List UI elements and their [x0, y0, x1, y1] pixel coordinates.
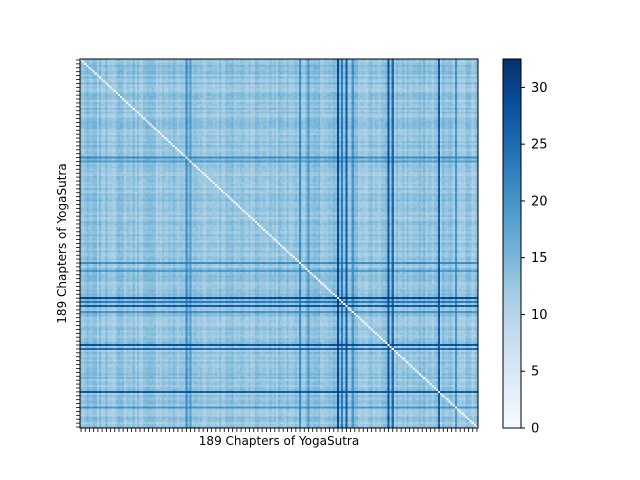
- colorbar-ticks: 0 5 10 15 20 25 30: [521, 81, 548, 437]
- colorbar-tick-label: 0: [531, 422, 539, 437]
- y-axis-label: 189 Chapters of YogaSutra: [55, 163, 69, 323]
- heatmap-matrix: [80, 59, 478, 428]
- colorbar-tick-label: 25: [531, 138, 548, 153]
- colorbar-tick-label: 5: [531, 365, 539, 380]
- colorbar-tick-label: 30: [531, 81, 548, 96]
- colorbar-tick-label: 15: [531, 251, 548, 266]
- y-axis-ticks: [76, 59, 80, 428]
- heatmap-plot-area: [76, 58, 479, 432]
- colorbar-tick-label: 20: [531, 194, 548, 209]
- x-axis-label: 189 Chapters of YogaSutra: [199, 434, 359, 448]
- x-axis-ticks: [80, 428, 478, 432]
- colorbar-gradient: [502, 58, 522, 429]
- colorbar: 0 5 10 15 20 25 30: [502, 58, 548, 437]
- colorbar-tick-label: 10: [531, 308, 548, 323]
